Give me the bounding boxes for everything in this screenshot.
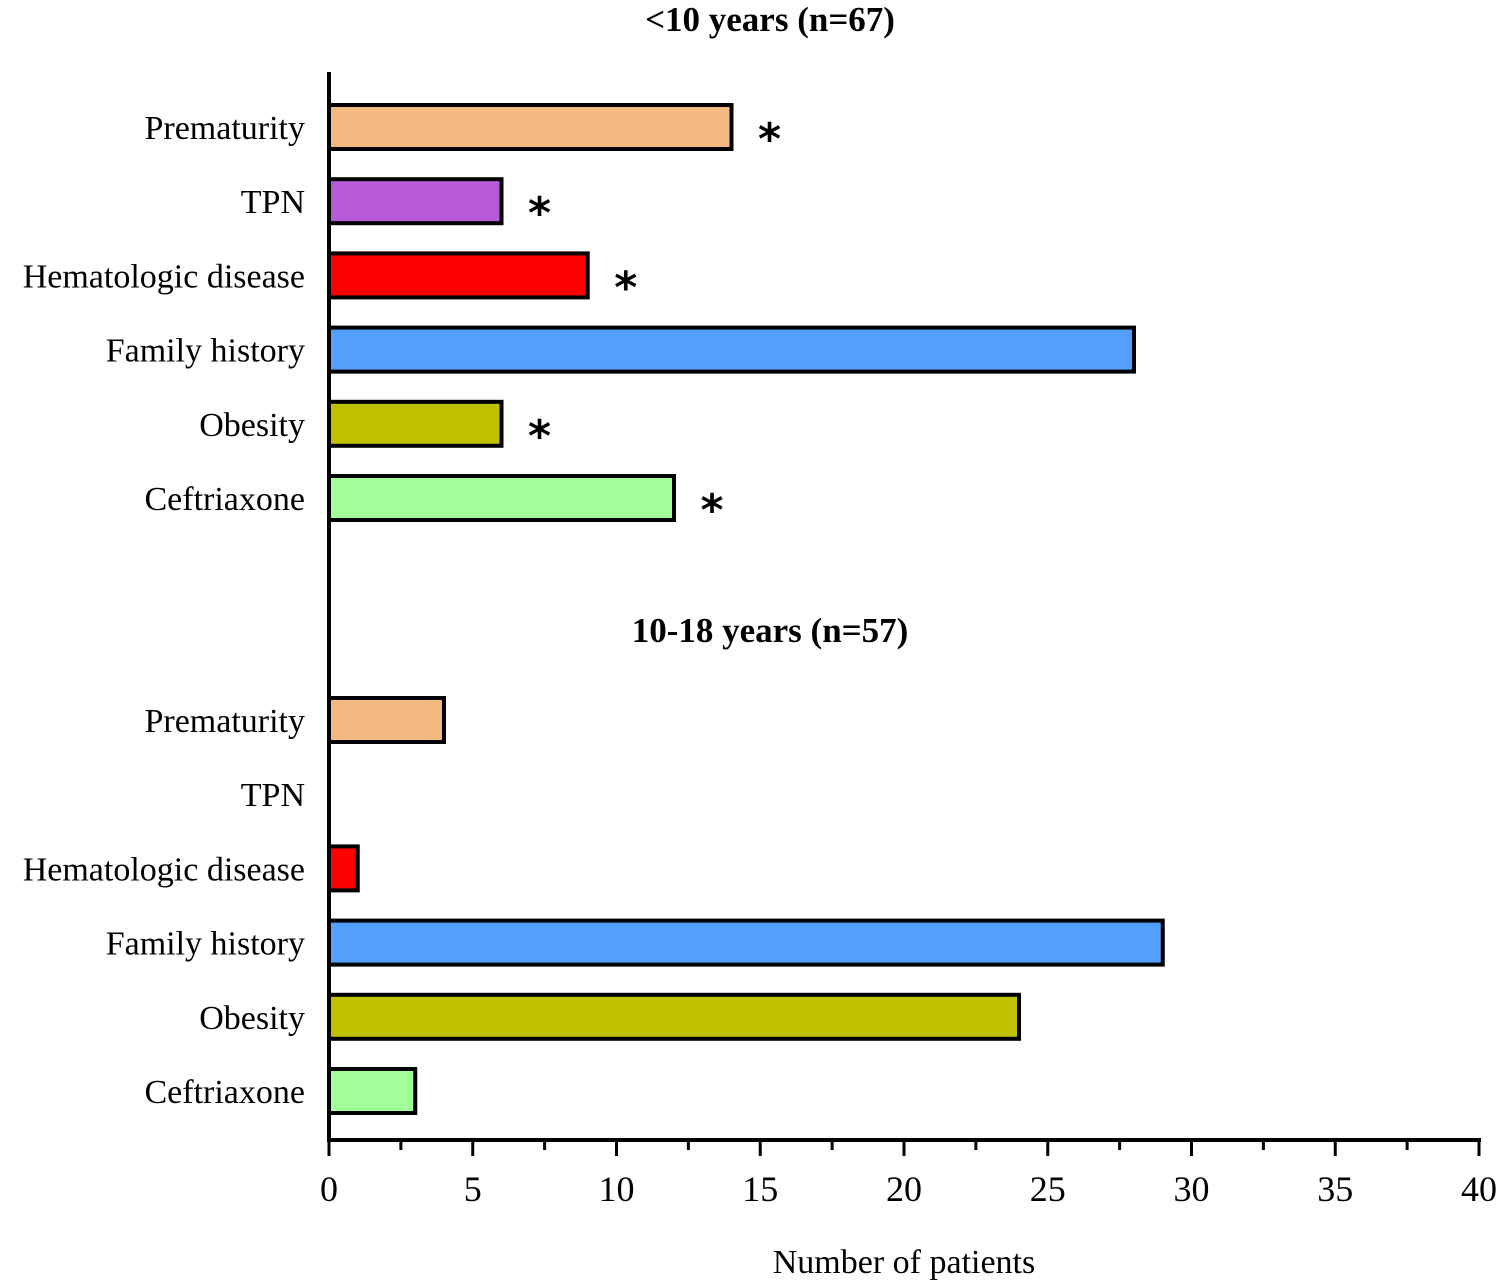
bar-family-history-panel-2 <box>327 918 1165 967</box>
significance-marker: * <box>758 114 781 165</box>
significance-marker: * <box>700 485 723 536</box>
bar-obesity-panel-1 <box>327 399 504 448</box>
category-label-tpn: TPN <box>241 184 305 221</box>
x-tick-label: 40 <box>1461 1169 1497 1209</box>
panel-title-10-18: 10-18 years (n=57) <box>632 611 909 650</box>
bar-hematologic-disease-panel-2 <box>327 844 360 893</box>
x-tick-label: 30 <box>1174 1169 1210 1209</box>
bar-prematurity-panel-1 <box>327 103 734 151</box>
x-tick-label: 20 <box>886 1169 922 1209</box>
category-label-prematurity: Prematurity <box>144 110 305 147</box>
category-label-hematologic-disease: Hematologic disease <box>23 258 305 295</box>
bar-obesity-panel-2 <box>327 992 1021 1041</box>
category-label-family-history: Family history <box>106 333 305 370</box>
category-label-obesity: Obesity <box>199 407 305 444</box>
category-label-hematologic-disease: Hematologic disease <box>23 851 305 888</box>
bar-ceftriaxone-panel-1 <box>327 474 676 522</box>
x-tick-label: 5 <box>464 1169 482 1209</box>
bar-family-history-panel-1 <box>327 325 1136 374</box>
panel-title-under-10: <10 years (n=67) <box>645 0 895 39</box>
significance-marker: * <box>614 262 637 313</box>
x-tick-label: 35 <box>1317 1169 1353 1209</box>
category-label-ceftriaxone: Ceftriaxone <box>145 1074 306 1111</box>
category-label-prematurity: Prematurity <box>144 703 305 740</box>
x-tick-label: 10 <box>599 1169 635 1209</box>
category-label-family-history: Family history <box>106 926 305 963</box>
bar-tpn-panel-1 <box>327 177 504 226</box>
x-tick-label: 25 <box>1030 1169 1066 1209</box>
x-tick-label: 15 <box>742 1169 778 1209</box>
x-tick-label: 0 <box>320 1169 338 1209</box>
bar-ceftriaxone-panel-2 <box>327 1067 418 1115</box>
category-label-tpn: TPN <box>241 777 305 814</box>
category-label-ceftriaxone: Ceftriaxone <box>145 481 306 518</box>
category-label-obesity: Obesity <box>199 1000 305 1037</box>
bar-hematologic-disease-panel-1 <box>327 251 590 300</box>
x-axis-label: Number of patients <box>773 1244 1036 1281</box>
plot-area: Prematurity * TPN * Hematologic disease * Fami… <box>23 72 1497 1209</box>
significance-marker: * <box>528 411 551 462</box>
bar-prematurity-panel-2 <box>327 696 446 744</box>
significance-marker: * <box>528 188 551 239</box>
